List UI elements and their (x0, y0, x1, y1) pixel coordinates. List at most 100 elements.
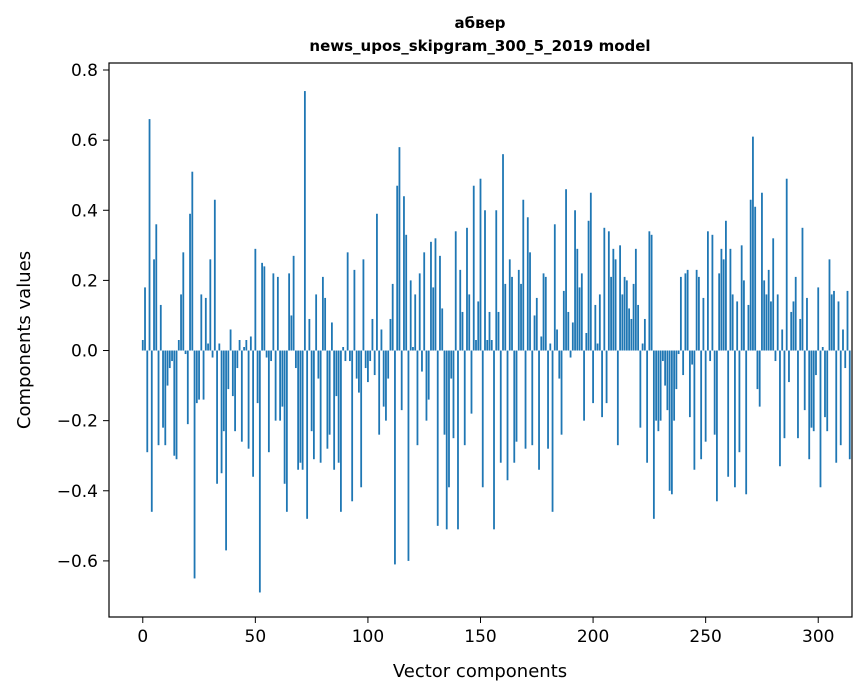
bar (765, 294, 768, 351)
bar (195, 350, 198, 404)
bar (695, 269, 698, 351)
bar (481, 350, 484, 488)
bar (346, 252, 349, 351)
bar (412, 347, 414, 351)
bar (682, 350, 685, 376)
y-tick-label: −0.6 (57, 552, 98, 572)
bar (218, 343, 221, 351)
bar (522, 199, 525, 351)
bar (623, 276, 626, 351)
bar (493, 350, 495, 530)
bar (328, 350, 331, 435)
bar (754, 206, 757, 351)
bar (261, 262, 263, 351)
bar (524, 350, 527, 449)
bar (538, 350, 540, 470)
bar (263, 266, 266, 351)
bar (673, 350, 676, 421)
bar (436, 350, 439, 526)
bar (767, 269, 770, 351)
bar (303, 91, 306, 351)
bar (506, 350, 509, 481)
bar (157, 350, 160, 446)
y-tick-label: 0.6 (71, 131, 98, 151)
bar (693, 350, 696, 470)
bar (272, 273, 275, 351)
bar (315, 294, 318, 351)
bar (679, 276, 682, 351)
bar (200, 294, 203, 351)
x-axis-label: Vector components (393, 661, 567, 682)
bar (745, 350, 748, 495)
bar (752, 136, 754, 351)
bar (650, 234, 653, 351)
bar (844, 350, 847, 369)
bar (319, 350, 322, 463)
bar (416, 350, 419, 446)
y-tick-label: 0.4 (71, 201, 98, 221)
bar (238, 340, 241, 351)
bar (240, 350, 243, 442)
bar (783, 350, 786, 439)
bar (227, 350, 230, 390)
bar (788, 350, 790, 383)
bar (835, 350, 838, 463)
bar (520, 283, 522, 351)
bar (729, 248, 732, 351)
bar (164, 350, 167, 446)
bar (294, 350, 297, 369)
bar (148, 119, 151, 351)
bar (342, 347, 345, 351)
x-axis-ticks: 0 50 100 150 200 250 300 (137, 617, 834, 647)
bar (204, 297, 207, 351)
bar (466, 227, 468, 351)
bar (168, 350, 171, 369)
bar (720, 248, 723, 351)
bar (457, 350, 459, 530)
bar (587, 220, 590, 351)
bar (229, 329, 232, 351)
bar (819, 350, 822, 488)
bar (641, 343, 644, 351)
bar (515, 350, 518, 442)
bar (290, 315, 293, 351)
y-axis-ticks: −0.6 −0.4 −0.2 0.0 0.2 0.4 0.6 0.8 (57, 61, 109, 572)
bar (405, 234, 408, 351)
bar (349, 350, 351, 362)
bar (236, 350, 239, 369)
bar (801, 227, 804, 351)
bar (533, 315, 536, 351)
bar (716, 350, 718, 502)
bar (231, 350, 234, 397)
bar (488, 311, 491, 351)
bar (398, 147, 401, 351)
bar (758, 350, 761, 407)
bar (245, 340, 248, 351)
bar (504, 283, 507, 351)
bar (565, 189, 567, 351)
x-tick-label: 0 (137, 627, 148, 647)
bar (308, 318, 311, 351)
bar (452, 350, 455, 439)
bar (513, 350, 516, 463)
bar (407, 350, 410, 561)
bar (797, 350, 799, 439)
bar (355, 350, 358, 379)
bar (184, 350, 187, 355)
bar (677, 350, 680, 355)
bar (738, 350, 741, 453)
bar (459, 269, 462, 351)
bar (806, 297, 808, 351)
bar (659, 350, 662, 421)
bar (448, 350, 450, 488)
bar (317, 350, 320, 379)
bar (837, 301, 840, 351)
bar (781, 329, 784, 351)
bar (619, 245, 621, 351)
bar (220, 350, 223, 474)
bar (558, 350, 561, 379)
bar (666, 350, 669, 411)
bar (335, 350, 338, 397)
bar (331, 322, 333, 351)
bar (258, 350, 261, 593)
